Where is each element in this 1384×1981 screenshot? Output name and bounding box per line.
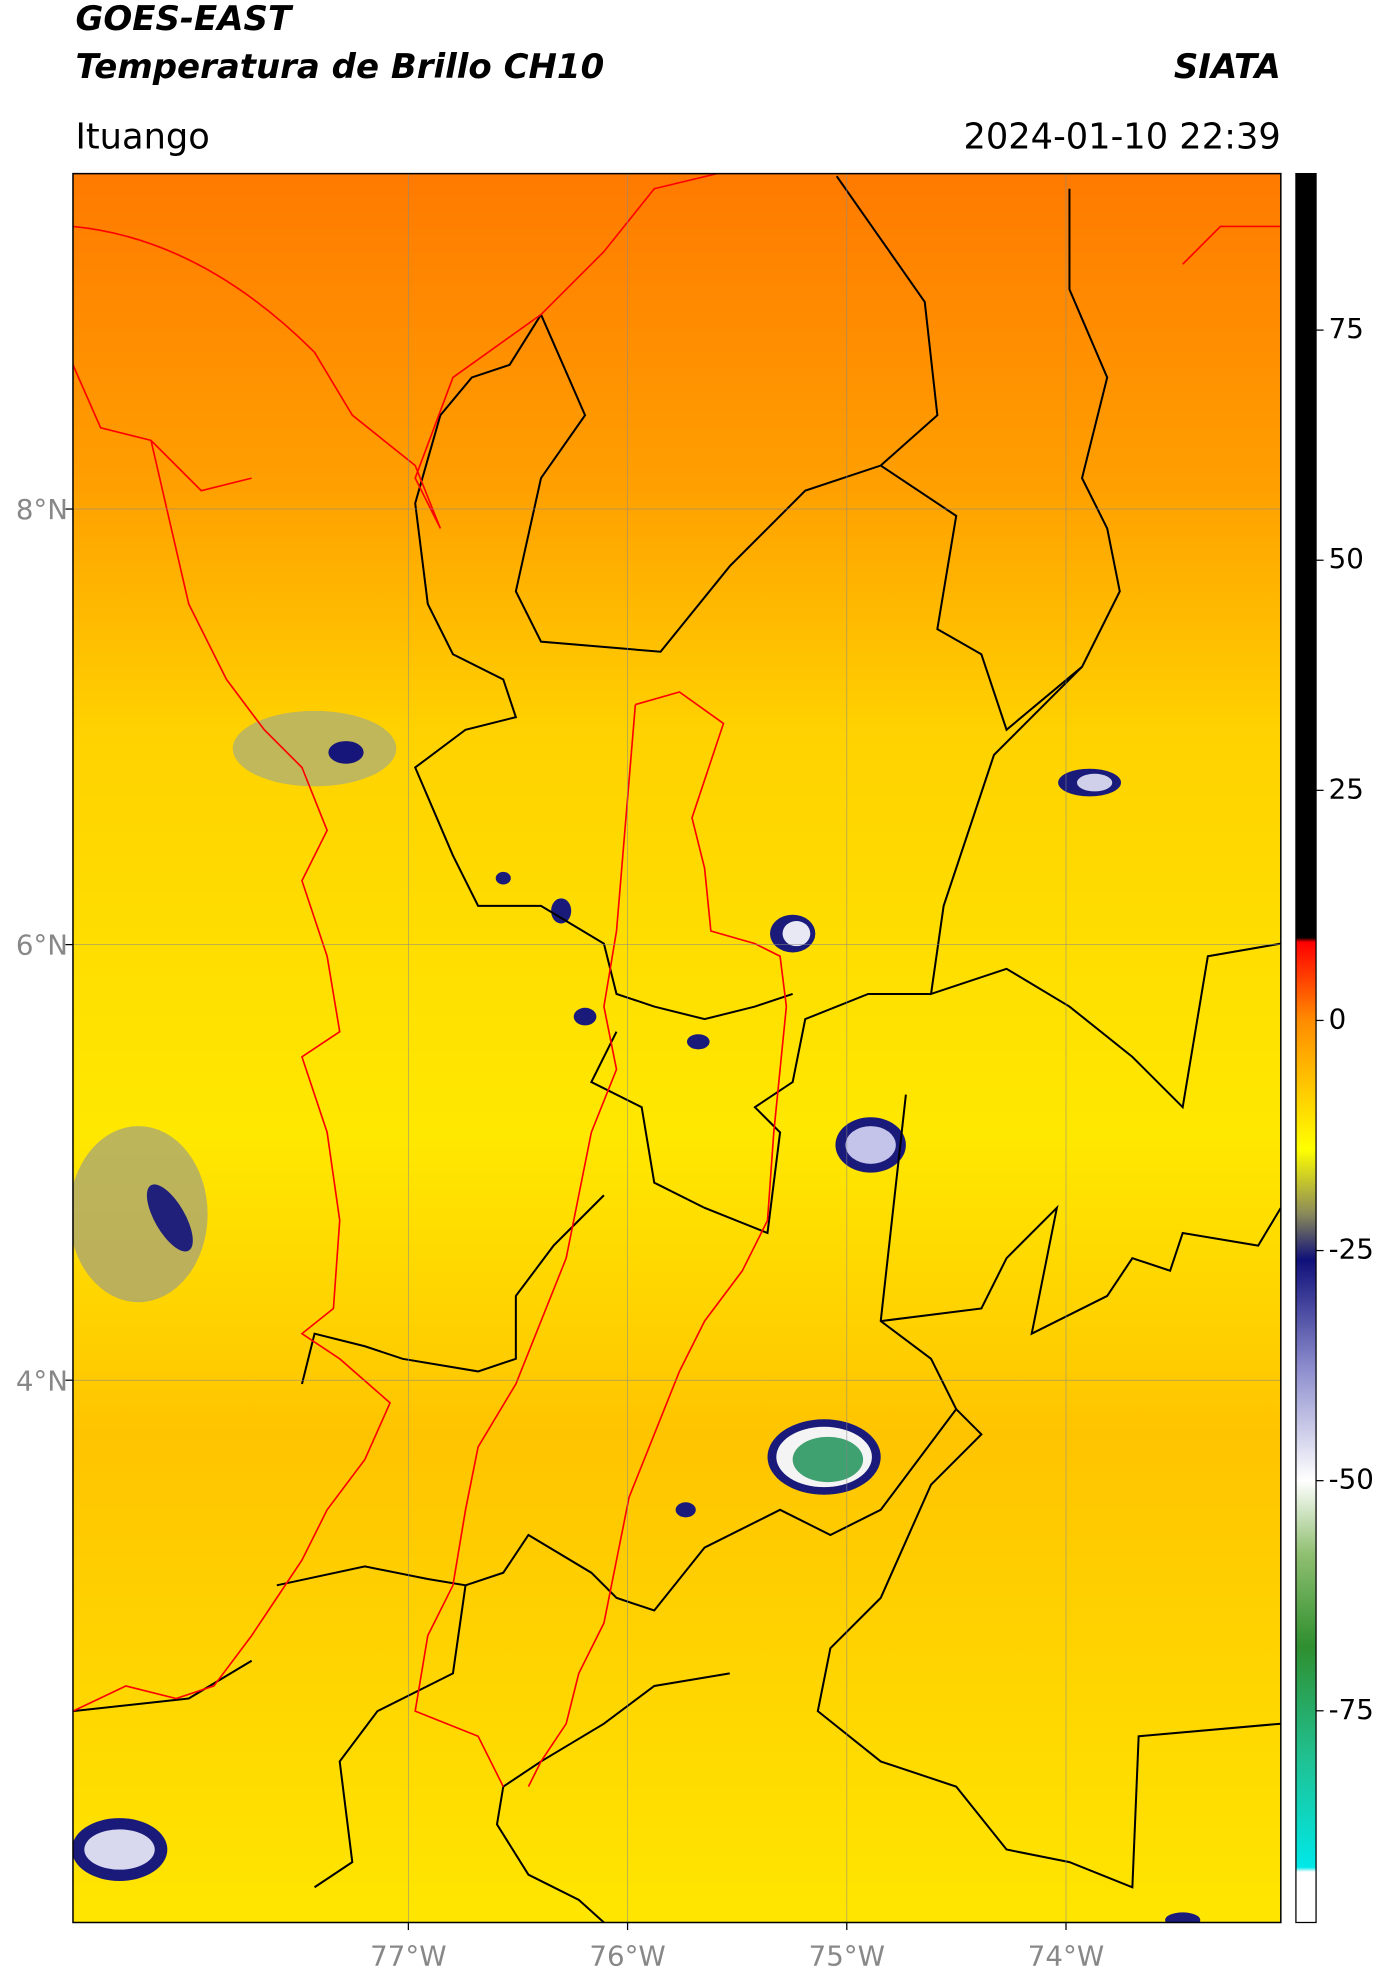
y-tick-label: 8°N xyxy=(16,493,68,526)
cloud xyxy=(328,741,364,764)
colorbar-tick-label: 50 xyxy=(1329,542,1364,575)
colorbar-tick-label: -75 xyxy=(1329,1693,1374,1726)
cloud xyxy=(146,1184,193,1252)
location: Ituango xyxy=(75,116,209,157)
title: GOES-EAST xyxy=(75,0,293,39)
cloud xyxy=(84,1829,155,1870)
grid xyxy=(72,173,1281,1923)
cloud xyxy=(1077,773,1113,792)
cloud xyxy=(675,1502,696,1518)
colorbar-tick-label: -50 xyxy=(1329,1463,1374,1496)
x-tick-label: 77°W xyxy=(370,1939,446,1972)
cloud xyxy=(551,898,572,924)
y-tick-label: 4°N xyxy=(16,1364,68,1397)
clouds xyxy=(72,710,1201,1923)
x-tick-label: 76°W xyxy=(589,1939,665,1972)
cloud xyxy=(573,1007,597,1026)
y-tick-label: 6°N xyxy=(16,929,68,962)
colorbar-tick-label: -25 xyxy=(1329,1233,1374,1266)
borders xyxy=(72,175,1281,1923)
colorbar xyxy=(1295,172,1317,1924)
cloud xyxy=(792,1436,864,1483)
coastline xyxy=(72,173,1281,1787)
map-frame xyxy=(72,172,1282,1924)
map-background xyxy=(72,173,1281,1923)
cloud xyxy=(845,1126,896,1164)
cloud xyxy=(232,710,397,787)
colorbar-tick-label: 0 xyxy=(1329,1002,1347,1035)
x-tick-label: 75°W xyxy=(809,1939,885,1972)
colorbar-tick-label: 75 xyxy=(1329,312,1364,345)
cloud xyxy=(782,920,811,947)
cloud xyxy=(686,1034,710,1050)
cloud xyxy=(72,1126,208,1303)
colorbar-tick-label: 25 xyxy=(1329,772,1364,805)
subtitle: Temperatura de Brillo CH10 xyxy=(75,47,604,87)
x-tick-label: 74°W xyxy=(1028,1939,1104,1972)
cloud xyxy=(495,871,511,885)
datetime: 2024-01-10 22:39 xyxy=(963,116,1280,157)
map xyxy=(72,173,1281,1923)
brand: SIATA xyxy=(1174,47,1281,87)
cloud xyxy=(1165,1912,1201,1923)
